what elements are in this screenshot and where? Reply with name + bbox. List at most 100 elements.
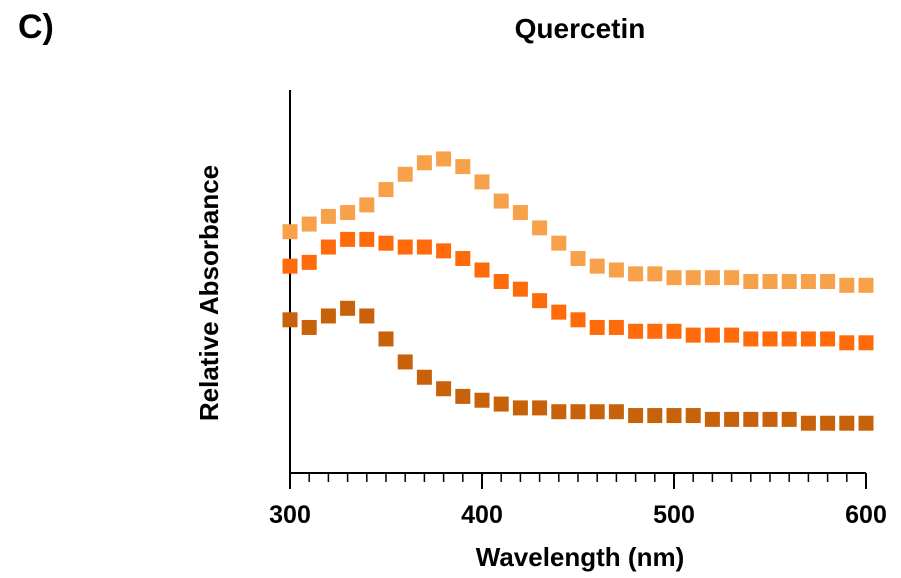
data-point xyxy=(474,174,490,190)
data-point xyxy=(800,415,816,431)
data-point xyxy=(551,404,567,420)
data-point xyxy=(858,415,874,431)
data-point xyxy=(647,266,663,282)
data-point xyxy=(704,411,720,427)
data-point xyxy=(685,327,701,343)
data-point xyxy=(474,392,490,408)
data-point xyxy=(378,235,394,251)
x-tick-label: 600 xyxy=(845,501,887,529)
data-point xyxy=(570,404,586,420)
data-point xyxy=(704,270,720,286)
data-point xyxy=(397,354,413,370)
data-point xyxy=(628,323,644,339)
data-point xyxy=(647,408,663,424)
data-point xyxy=(340,205,356,221)
x-tick-label: 300 xyxy=(269,501,311,529)
data-point xyxy=(397,166,413,182)
x-tick-label: 500 xyxy=(653,501,695,529)
data-point xyxy=(839,335,855,351)
data-points xyxy=(282,151,874,431)
data-point xyxy=(493,396,509,412)
data-point xyxy=(416,155,432,171)
data-point xyxy=(666,270,682,286)
data-point xyxy=(532,220,548,236)
data-point xyxy=(666,408,682,424)
series-3 xyxy=(282,300,874,431)
data-point xyxy=(301,319,317,335)
data-point xyxy=(666,323,682,339)
data-point xyxy=(762,274,778,289)
x-tick-label: 400 xyxy=(461,501,503,529)
data-point xyxy=(436,243,452,259)
data-point xyxy=(589,404,605,420)
data-point xyxy=(724,270,740,286)
data-point xyxy=(532,293,548,309)
data-point xyxy=(743,331,759,347)
data-point xyxy=(628,408,644,424)
data-point xyxy=(685,408,701,424)
data-point xyxy=(724,327,740,343)
data-point xyxy=(820,415,836,431)
data-point xyxy=(570,312,586,328)
x-axis-ticks xyxy=(289,473,867,489)
data-point xyxy=(608,262,624,278)
data-point xyxy=(378,182,394,198)
data-point xyxy=(416,239,432,255)
data-point xyxy=(685,270,701,286)
data-point xyxy=(301,216,317,232)
data-point xyxy=(608,404,624,420)
data-point xyxy=(704,327,720,343)
data-point xyxy=(781,331,797,347)
data-point xyxy=(800,331,816,347)
data-point xyxy=(532,400,548,416)
data-point xyxy=(512,281,528,297)
data-point xyxy=(397,239,413,255)
data-point xyxy=(762,411,778,427)
data-point xyxy=(800,274,816,289)
data-point xyxy=(340,231,356,247)
data-point xyxy=(608,319,624,335)
data-point xyxy=(570,251,586,267)
data-point xyxy=(820,331,836,347)
y-axis-title: Relative Absorbance xyxy=(194,165,224,421)
data-point xyxy=(762,331,778,347)
data-point xyxy=(282,312,298,328)
data-point xyxy=(282,224,298,240)
data-point xyxy=(340,300,356,316)
series-2 xyxy=(282,231,874,351)
data-point xyxy=(551,304,567,320)
data-point xyxy=(416,369,432,385)
data-point xyxy=(378,331,394,347)
panel-label: C) xyxy=(18,8,54,46)
data-point xyxy=(628,266,644,282)
data-point xyxy=(858,277,874,293)
data-point xyxy=(820,274,836,289)
data-point xyxy=(743,274,759,289)
data-point xyxy=(455,388,471,404)
series-1 xyxy=(282,151,874,293)
data-point xyxy=(359,197,375,213)
data-point xyxy=(493,193,509,209)
data-point xyxy=(589,258,605,274)
data-point xyxy=(455,251,471,267)
chart-title: Quercetin xyxy=(515,13,646,44)
data-point xyxy=(858,335,874,351)
data-point xyxy=(320,239,336,255)
data-point xyxy=(781,411,797,427)
data-point xyxy=(589,319,605,335)
data-point xyxy=(512,400,528,416)
data-point xyxy=(282,258,298,274)
x-axis-title: Wavelength (nm) xyxy=(476,542,684,572)
data-point xyxy=(551,235,567,251)
data-point xyxy=(724,411,740,427)
data-point xyxy=(474,262,490,278)
data-point xyxy=(320,308,336,324)
data-point xyxy=(493,274,509,289)
data-point xyxy=(359,231,375,247)
data-point xyxy=(320,208,336,224)
x-axis-tick-labels: 300 400 500 600 xyxy=(269,501,887,529)
data-point xyxy=(436,381,452,397)
data-point xyxy=(436,151,452,167)
data-point xyxy=(455,159,471,175)
data-point xyxy=(301,254,317,270)
